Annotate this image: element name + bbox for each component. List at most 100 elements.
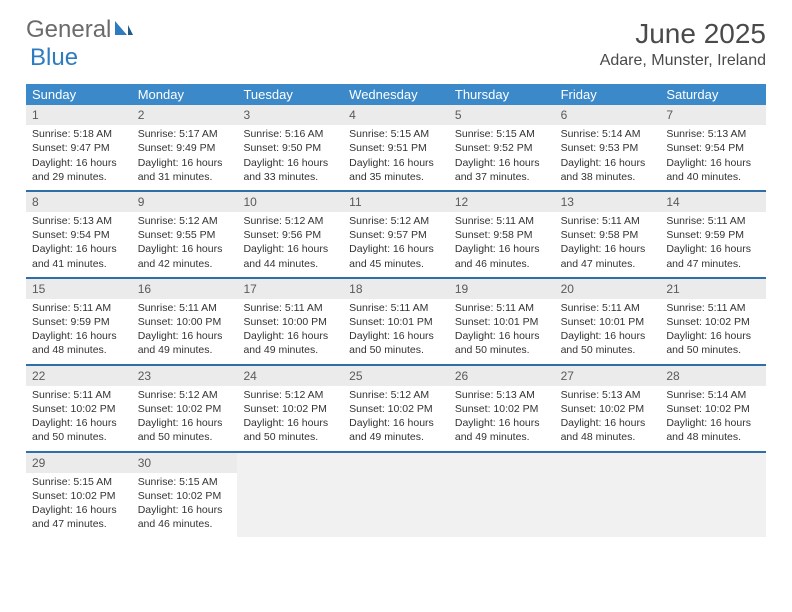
- daylight-line: and 50 minutes.: [666, 343, 760, 357]
- day-body: Sunrise: 5:11 AMSunset: 10:01 PMDaylight…: [555, 299, 661, 364]
- day-number: 15: [26, 279, 132, 299]
- sunrise-line: Sunrise: 5:12 AM: [138, 214, 232, 228]
- daylight-line: and 37 minutes.: [455, 170, 549, 184]
- sunrise-line: Sunrise: 5:11 AM: [455, 214, 549, 228]
- day-cell: 1Sunrise: 5:18 AMSunset: 9:47 PMDaylight…: [26, 105, 132, 190]
- sunset-line: Sunset: 9:50 PM: [243, 141, 337, 155]
- day-body: Sunrise: 5:11 AMSunset: 10:00 PMDaylight…: [237, 299, 343, 364]
- daylight-line: and 50 minutes.: [561, 343, 655, 357]
- sunset-line: Sunset: 10:02 PM: [138, 402, 232, 416]
- daylight-line: Daylight: 16 hours: [243, 416, 337, 430]
- day-cell: 6Sunrise: 5:14 AMSunset: 9:53 PMDaylight…: [555, 105, 661, 190]
- week-row: 29Sunrise: 5:15 AMSunset: 10:02 PMDaylig…: [26, 453, 766, 538]
- day-number: 2: [132, 105, 238, 125]
- day-body: Sunrise: 5:12 AMSunset: 9:55 PMDaylight:…: [132, 212, 238, 277]
- daylight-line: Daylight: 16 hours: [32, 503, 126, 517]
- day-cell: 5 Sunrise: 5:15 AMSunset: 9:52 PMDaylight…: [449, 105, 555, 190]
- day-number: 7: [660, 105, 766, 125]
- daylight-line: Daylight: 16 hours: [349, 329, 443, 343]
- daylight-line: Daylight: 16 hours: [561, 242, 655, 256]
- sunrise-line: Sunrise: 5:12 AM: [349, 388, 443, 402]
- daylight-line: Daylight: 16 hours: [666, 329, 760, 343]
- sunrise-line: Sunrise: 5:15 AM: [455, 127, 549, 141]
- day-body: Sunrise: 5:11 AMSunset: 10:02 PMDaylight…: [26, 386, 132, 451]
- sunset-line: Sunset: 9:58 PM: [455, 228, 549, 242]
- location: Adare, Munster, Ireland: [600, 52, 766, 70]
- day-number: 18: [343, 279, 449, 299]
- daylight-line: and 42 minutes.: [138, 257, 232, 271]
- day-number: 27: [555, 366, 661, 386]
- sunset-line: Sunset: 10:02 PM: [138, 489, 232, 503]
- daylight-line: and 49 minutes.: [138, 343, 232, 357]
- sunrise-line: Sunrise: 5:11 AM: [32, 388, 126, 402]
- day-number: 22: [26, 366, 132, 386]
- dow-cell: Wednesday: [343, 84, 449, 105]
- daylight-line: and 49 minutes.: [243, 343, 337, 357]
- sunset-line: Sunset: 10:02 PM: [561, 402, 655, 416]
- daylight-line: Daylight: 16 hours: [138, 242, 232, 256]
- day-cell: 11Sunrise: 5:12 AMSunset: 9:57 PMDayligh…: [343, 192, 449, 277]
- day-cell: 19Sunrise: 5:11 AMSunset: 10:01 PMDaylig…: [449, 279, 555, 364]
- day-body: Sunrise: 5:12 AMSunset: 10:02 PMDaylight…: [132, 386, 238, 451]
- week-row: 8Sunrise: 5:13 AMSunset: 9:54 PMDaylight…: [26, 192, 766, 279]
- sunset-line: Sunset: 9:58 PM: [561, 228, 655, 242]
- daylight-line: Daylight: 16 hours: [666, 156, 760, 170]
- sunrise-line: Sunrise: 5:14 AM: [561, 127, 655, 141]
- daylight-line: Daylight: 16 hours: [243, 329, 337, 343]
- day-cell: 21Sunrise: 5:11 AMSunset: 10:02 PMDaylig…: [660, 279, 766, 364]
- day-cell-empty: [660, 453, 766, 538]
- day-body: Sunrise: 5:15 AMSunset: 10:02 PMDaylight…: [132, 473, 238, 538]
- daylight-line: Daylight: 16 hours: [455, 156, 549, 170]
- day-of-week-header: SundayMondayTuesdayWednesdayThursdayFrid…: [26, 84, 766, 105]
- sunset-line: Sunset: 9:59 PM: [32, 315, 126, 329]
- day-body: Sunrise: 5:12 AMSunset: 9:57 PMDaylight:…: [343, 212, 449, 277]
- daylight-line: and 48 minutes.: [32, 343, 126, 357]
- logo-text-1: General: [26, 18, 111, 42]
- day-body: Sunrise: 5:11 AMSunset: 9:58 PMDaylight:…: [555, 212, 661, 277]
- sunrise-line: Sunrise: 5:11 AM: [666, 214, 760, 228]
- day-number: 9: [132, 192, 238, 212]
- sunset-line: Sunset: 9:52 PM: [455, 141, 549, 155]
- day-body: Sunrise: 5:11 AMSunset: 9:59 PMDaylight:…: [26, 299, 132, 364]
- day-body: Sunrise: 5:13 AMSunset: 10:02 PMDaylight…: [555, 386, 661, 451]
- daylight-line: and 46 minutes.: [455, 257, 549, 271]
- day-number: 29: [26, 453, 132, 473]
- daylight-line: Daylight: 16 hours: [561, 329, 655, 343]
- sunrise-line: Sunrise: 5:11 AM: [243, 301, 337, 315]
- sunset-line: Sunset: 10:02 PM: [243, 402, 337, 416]
- daylight-line: Daylight: 16 hours: [349, 416, 443, 430]
- logo: General: [26, 18, 133, 42]
- day-body: Sunrise: 5:16 AMSunset: 9:50 PMDaylight:…: [237, 125, 343, 190]
- day-body: Sunrise: 5:13 AMSunset: 9:54 PMDaylight:…: [660, 125, 766, 190]
- daylight-line: and 48 minutes.: [666, 430, 760, 444]
- day-body: Sunrise: 5:13 AMSunset: 10:02 PMDaylight…: [449, 386, 555, 451]
- day-cell: 28Sunrise: 5:14 AMSunset: 10:02 PMDaylig…: [660, 366, 766, 451]
- day-cell: 29Sunrise: 5:15 AMSunset: 10:02 PMDaylig…: [26, 453, 132, 538]
- day-number: 13: [555, 192, 661, 212]
- sunset-line: Sunset: 10:02 PM: [455, 402, 549, 416]
- sunset-line: Sunset: 10:02 PM: [666, 402, 760, 416]
- sunset-line: Sunset: 9:53 PM: [561, 141, 655, 155]
- day-cell: 10Sunrise: 5:12 AMSunset: 9:56 PMDayligh…: [237, 192, 343, 277]
- day-number: 30: [132, 453, 238, 473]
- daylight-line: Daylight: 16 hours: [138, 416, 232, 430]
- daylight-line: and 50 minutes.: [243, 430, 337, 444]
- day-number: 17: [237, 279, 343, 299]
- week-row: 1Sunrise: 5:18 AMSunset: 9:47 PMDaylight…: [26, 105, 766, 192]
- sunrise-line: Sunrise: 5:15 AM: [32, 475, 126, 489]
- daylight-line: Daylight: 16 hours: [138, 156, 232, 170]
- sunset-line: Sunset: 9:49 PM: [138, 141, 232, 155]
- day-number: 5: [449, 105, 555, 125]
- sunrise-line: Sunrise: 5:11 AM: [561, 301, 655, 315]
- daylight-line: Daylight: 16 hours: [561, 416, 655, 430]
- day-cell: 24Sunrise: 5:12 AMSunset: 10:02 PMDaylig…: [237, 366, 343, 451]
- sunrise-line: Sunrise: 5:13 AM: [32, 214, 126, 228]
- daylight-line: and 47 minutes.: [561, 257, 655, 271]
- day-cell: 25Sunrise: 5:12 AMSunset: 10:02 PMDaylig…: [343, 366, 449, 451]
- sunrise-line: Sunrise: 5:16 AM: [243, 127, 337, 141]
- day-number: 23: [132, 366, 238, 386]
- header: General June 2025 Adare, Munster, Irelan…: [0, 0, 792, 76]
- daylight-line: Daylight: 16 hours: [455, 329, 549, 343]
- day-cell: 4Sunrise: 5:15 AMSunset: 9:51 PMDaylight…: [343, 105, 449, 190]
- daylight-line: Daylight: 16 hours: [138, 503, 232, 517]
